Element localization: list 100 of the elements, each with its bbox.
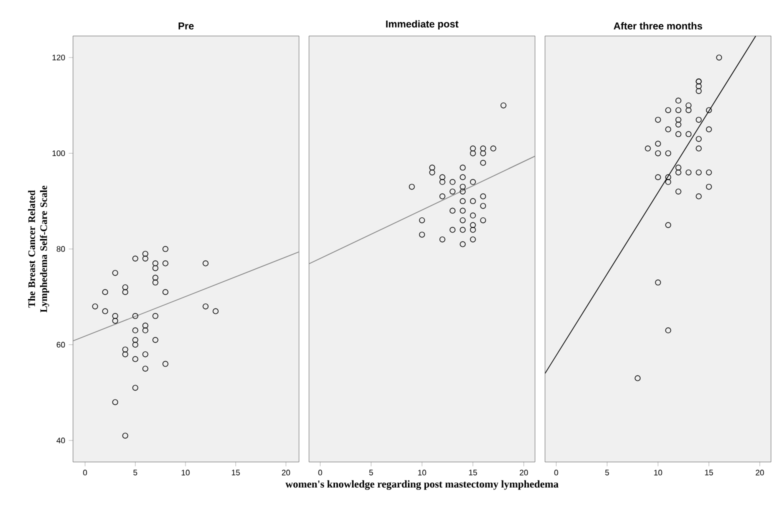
- point: [675, 122, 682, 128]
- point: [675, 131, 682, 138]
- point: [480, 146, 486, 152]
- point: [480, 160, 486, 166]
- point: [480, 193, 486, 200]
- x-axis-title: women's knowledge regarding post mastectomy lymphedema: [285, 480, 558, 490]
- point: [460, 184, 466, 190]
- point: [112, 318, 118, 324]
- chart-title: Pre: [178, 22, 194, 30]
- point: [470, 146, 476, 152]
- point: [655, 140, 661, 147]
- point: [655, 116, 661, 123]
- point: [696, 169, 702, 176]
- point: [706, 126, 712, 132]
- point: [675, 169, 682, 176]
- point: [460, 164, 466, 171]
- point: [122, 346, 128, 352]
- point: [419, 232, 425, 238]
- point: [92, 303, 98, 310]
- point: [470, 179, 476, 185]
- point: [686, 107, 692, 114]
- point: [460, 226, 466, 233]
- point: [480, 150, 486, 156]
- point: [460, 188, 466, 194]
- point: [202, 260, 209, 266]
- point: [696, 146, 702, 152]
- point: [675, 164, 682, 171]
- point: [706, 184, 712, 190]
- point: [460, 217, 466, 224]
- point: [142, 366, 148, 372]
- point: [696, 88, 702, 94]
- point: [675, 116, 682, 123]
- point: [132, 336, 138, 343]
- point: [132, 256, 138, 262]
- point: [470, 222, 476, 228]
- point: [202, 303, 209, 310]
- point: [102, 308, 108, 314]
- point: [212, 308, 219, 314]
- point: [480, 217, 486, 224]
- point: [152, 280, 158, 286]
- point: [122, 284, 128, 290]
- point: [665, 150, 672, 156]
- point: [706, 169, 712, 176]
- point: [460, 241, 466, 248]
- point: [696, 193, 702, 200]
- point: [162, 260, 168, 266]
- point: [152, 336, 158, 343]
- point: [696, 116, 702, 123]
- point: [132, 327, 138, 334]
- point: [439, 193, 446, 200]
- chart-title: After three months: [614, 22, 702, 30]
- point: [122, 351, 128, 358]
- point: [490, 146, 496, 152]
- point: [162, 289, 168, 296]
- point: [686, 169, 692, 176]
- point: [152, 260, 158, 266]
- point: [655, 150, 661, 156]
- point: [450, 179, 456, 185]
- point: [450, 188, 456, 194]
- point: [450, 226, 456, 233]
- point: [460, 198, 466, 204]
- point: [439, 236, 446, 242]
- point: [112, 270, 118, 276]
- point: [470, 226, 476, 233]
- point: [696, 83, 702, 90]
- point: [470, 150, 476, 156]
- point: [429, 164, 436, 171]
- point: [132, 342, 138, 348]
- point: [142, 322, 148, 329]
- point: [480, 202, 486, 209]
- point: [665, 174, 672, 180]
- point: [162, 360, 168, 367]
- point: [439, 174, 446, 180]
- point: [142, 351, 148, 358]
- point: [675, 107, 682, 114]
- point: [665, 327, 672, 334]
- point: [419, 217, 425, 224]
- point: [655, 174, 661, 180]
- point: [102, 289, 108, 296]
- point: [686, 102, 692, 108]
- point: [439, 179, 446, 185]
- point: [450, 208, 456, 214]
- point: [686, 131, 692, 138]
- point: [696, 136, 702, 142]
- point: [706, 107, 712, 114]
- point: [665, 126, 672, 132]
- point: [665, 179, 672, 185]
- point: [644, 146, 651, 152]
- point: [122, 432, 128, 439]
- point: [470, 212, 476, 218]
- point: [142, 250, 148, 257]
- point: [152, 313, 158, 319]
- point: [470, 198, 476, 204]
- point: [162, 246, 168, 252]
- point: [500, 102, 506, 108]
- point: [460, 208, 466, 214]
- point: [132, 313, 138, 319]
- point: [142, 256, 148, 262]
- point: [470, 236, 476, 242]
- y-axis-title: The Breast Cancer Related Lymphedema Self-Care Scale: [28, 186, 50, 312]
